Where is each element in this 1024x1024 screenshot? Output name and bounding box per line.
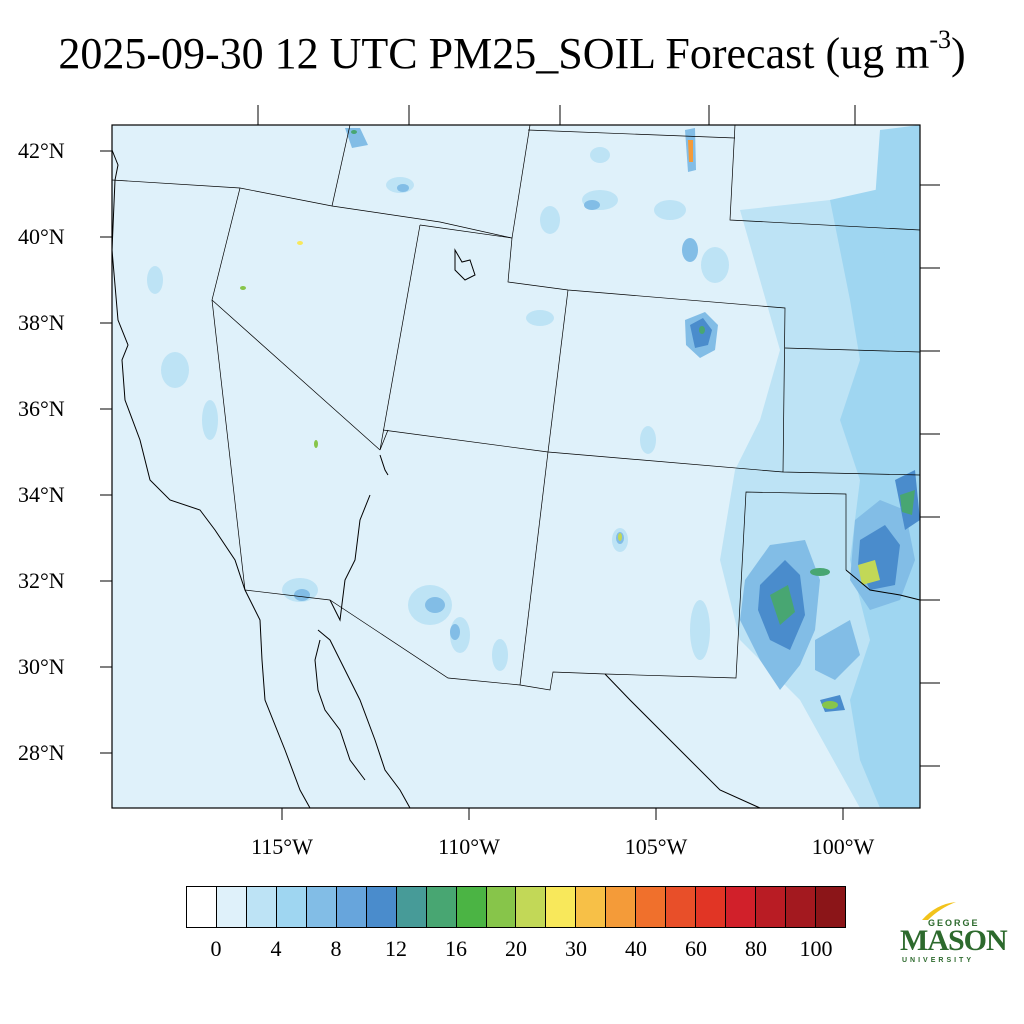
colorbar-swatch bbox=[456, 887, 487, 927]
concentration-field bbox=[147, 125, 920, 808]
colorbar-swatch bbox=[756, 887, 787, 927]
colorbar-swatch bbox=[306, 887, 337, 927]
colorbar-label: 40 bbox=[625, 936, 647, 961]
texas-spot-1 bbox=[822, 701, 838, 709]
colorbar-swatch bbox=[636, 887, 667, 927]
texas-region-h bbox=[900, 490, 915, 515]
lon-label-115: 115°W bbox=[251, 834, 313, 859]
texas-region-i bbox=[815, 620, 860, 680]
colorbar-swatch bbox=[336, 887, 367, 927]
colorbar-swatch bbox=[366, 887, 397, 927]
colorbar-swatch bbox=[816, 887, 845, 927]
colorbar-swatch bbox=[696, 887, 727, 927]
north-spot-3 bbox=[240, 286, 246, 290]
lat-label-34: 34°N bbox=[18, 482, 65, 507]
colorado-spot bbox=[699, 326, 705, 334]
title-text: 2025-09-30 12 UTC PM25_SOIL Forecast (ug… bbox=[58, 29, 930, 78]
colorbar-swatch bbox=[396, 887, 427, 927]
colorbar-label: 0 bbox=[210, 936, 222, 961]
title-close: ) bbox=[951, 29, 966, 78]
colorbar-label: 30 bbox=[565, 936, 587, 961]
north-spot-1 bbox=[351, 130, 357, 134]
colorbar-swatch bbox=[276, 887, 307, 927]
nm-spot bbox=[618, 533, 622, 541]
lat-label-42: 42°N bbox=[18, 138, 65, 163]
colorbar-swatch bbox=[576, 887, 607, 927]
chart-title: 2025-09-30 12 UTC PM25_SOIL Forecast (ug… bbox=[0, 25, 1024, 79]
nv-spot bbox=[314, 440, 318, 448]
colorbar bbox=[186, 886, 846, 928]
lon-label-110: 110°W bbox=[438, 834, 500, 859]
colorbar-label: 100 bbox=[799, 936, 833, 961]
colorbar-swatch bbox=[786, 887, 817, 927]
colorbar-swatch bbox=[546, 887, 577, 927]
colorbar-label: 12 bbox=[385, 936, 407, 961]
colorbar-swatch bbox=[486, 887, 517, 927]
lon-label-105: 105°W bbox=[624, 834, 688, 859]
logo-swoosh-icon bbox=[922, 902, 956, 920]
colorbar-swatch bbox=[216, 887, 247, 927]
colorbar-label: 60 bbox=[685, 936, 707, 961]
axis-ticks bbox=[100, 105, 940, 820]
north-region-c bbox=[345, 128, 368, 148]
colorbar-label: 4 bbox=[270, 936, 282, 961]
texas-region-f bbox=[858, 560, 880, 585]
colorbar-swatch bbox=[516, 887, 547, 927]
colorbar-swatch bbox=[187, 887, 217, 927]
coastline bbox=[111, 149, 921, 809]
state-borders bbox=[111, 124, 921, 691]
plains-upper-band bbox=[875, 125, 920, 360]
lat-label-38: 38°N bbox=[18, 310, 65, 335]
north-spot-2 bbox=[297, 241, 303, 245]
colorbar-label: 80 bbox=[745, 936, 767, 961]
lat-label-40: 40°N bbox=[18, 224, 65, 249]
lat-label-30: 30°N bbox=[18, 654, 65, 679]
lat-label-32: 32°N bbox=[18, 568, 65, 593]
texas-spot-2 bbox=[810, 568, 830, 576]
colorbar-label: 20 bbox=[505, 936, 527, 961]
north-region-b bbox=[688, 140, 693, 162]
colorbar-swatch bbox=[726, 887, 757, 927]
logo-line-george: GEORGE bbox=[928, 918, 980, 928]
lon-label-100: 100°W bbox=[811, 834, 875, 859]
title-superscript: -3 bbox=[929, 25, 951, 55]
map-frame bbox=[111, 124, 921, 809]
colorbar-swatch bbox=[426, 887, 457, 927]
colorbar-swatch bbox=[606, 887, 637, 927]
colorbar-label: 16 bbox=[445, 936, 467, 961]
lat-label-28: 28°N bbox=[18, 740, 65, 765]
colorbar-label: 8 bbox=[330, 936, 342, 961]
texas-region-c bbox=[770, 585, 795, 625]
lat-label-36: 36°N bbox=[18, 396, 65, 421]
colorbar-swatch bbox=[246, 887, 277, 927]
logo-line-university: UNIVERSITY bbox=[902, 957, 975, 964]
colorbar-swatch bbox=[666, 887, 697, 927]
logo-line-mason: MASON bbox=[900, 924, 1008, 957]
